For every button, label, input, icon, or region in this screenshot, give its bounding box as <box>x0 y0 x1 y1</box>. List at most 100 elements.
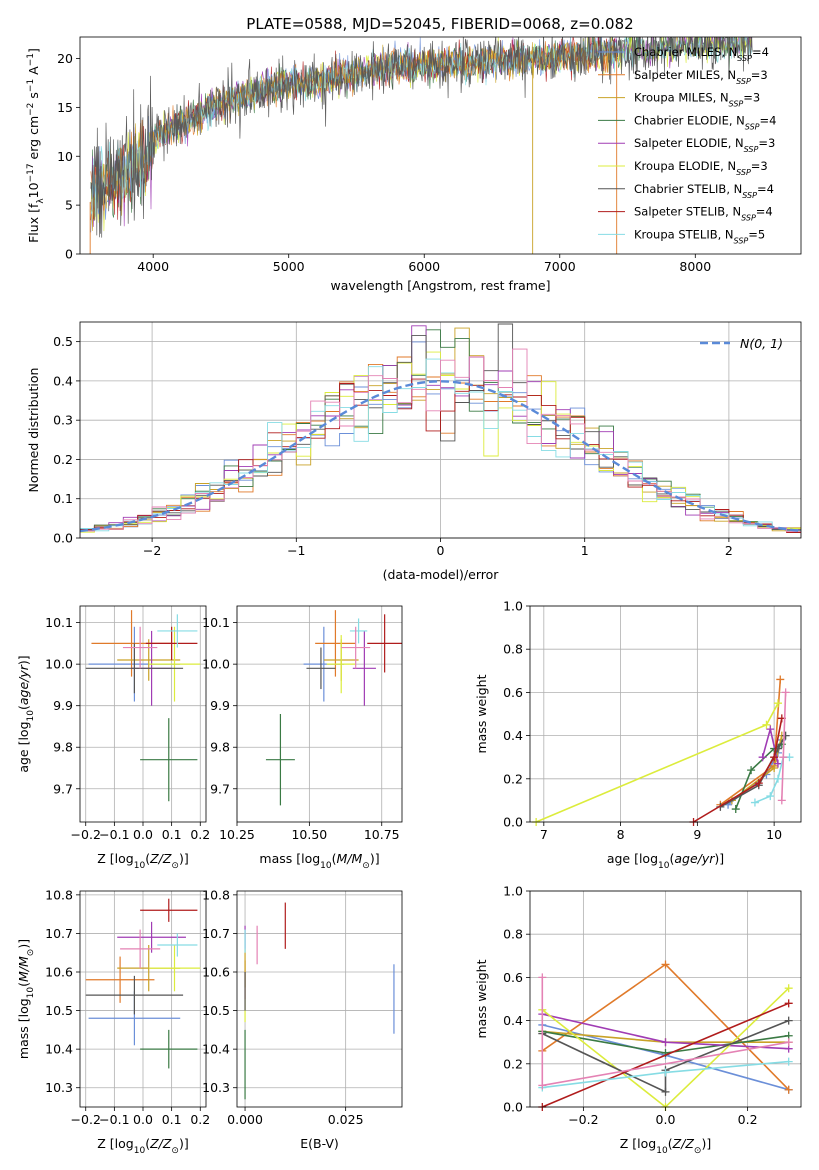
y-tick-label: 10.7 <box>202 926 230 941</box>
weight_vs_age-marker <box>747 766 756 775</box>
mass_vs_Z-ylabel-part: ( <box>16 982 31 987</box>
age_vs_Z-xlabel: Z [log10(Z/Z⊙)] <box>97 851 188 871</box>
y-tick-label: 10.0 <box>45 657 73 672</box>
weight_vs_Z-ylabel: mass weight <box>474 959 489 1038</box>
weight_vs_Z-marker <box>661 1038 670 1047</box>
y-tick-label: 15 <box>57 100 73 115</box>
mass_vs_Z-xlabel: Z [log10(Z/Z⊙)] <box>97 1136 188 1156</box>
legend-entry-rest: =3 <box>751 68 768 82</box>
legend-entry-8: Kroupa STELIB, NSSP=5 <box>634 227 765 245</box>
weight_vs_age-marker <box>773 774 782 783</box>
legend-entry-6: Chabrier STELIB, NSSP=4 <box>634 182 774 200</box>
x-tick-label: −0.1 <box>99 1112 129 1127</box>
weight_vs_age-ylabel: mass weight <box>474 674 489 753</box>
y-tick-label: 20 <box>57 51 73 66</box>
age_vs_Z-xlabel-part: ⊙ <box>171 861 179 871</box>
weight_vs_Z-xlabel-part: ⊙ <box>694 1146 702 1156</box>
y-tick-label: 10.1 <box>202 615 230 630</box>
spectrum-ylabel-part: Flux [f <box>26 203 41 243</box>
axes-frame <box>79 36 802 255</box>
weight_vs_age-marker <box>776 675 785 684</box>
weight_vs_age-marker <box>781 688 790 697</box>
age_vs_Z-ylabel-part: age/yr <box>16 664 31 705</box>
legend-entry-sub: SSP <box>736 76 751 85</box>
weight_vs_age-marker <box>731 805 740 814</box>
weight_vs_age-series-7 <box>693 718 783 823</box>
legend-entry-text: Salpeter ELODIE, N <box>634 136 744 150</box>
spectrum-ylabel-part: erg cm <box>26 116 41 164</box>
x-tick-label: 8 <box>617 827 625 842</box>
mass_vs_Z-xlabel-part: Z/Z <box>149 1136 172 1151</box>
weight_vs_Z-marker <box>784 1016 793 1025</box>
x-tick-label: −0.1 <box>99 827 129 842</box>
x-tick-label: 0.0 <box>656 1112 676 1127</box>
age_vs_mass-xlabel-part: )] <box>370 851 380 866</box>
weight_vs_Z-marker <box>661 1068 670 1077</box>
age_vs_mass-xlabel-part: ⊙ <box>362 861 370 871</box>
mass_vs_Z-ylabel-part: ⊙ <box>26 949 36 957</box>
weight_vs_age-marker <box>754 779 763 788</box>
weight_vs_age-marker <box>762 720 771 729</box>
x-tick-label: 0.1 <box>162 827 182 842</box>
y-tick-label: 10.4 <box>202 1042 230 1057</box>
x-tick-label: 0.0 <box>133 827 153 842</box>
residual-hist-9 <box>80 348 801 538</box>
legend-entry-rest: =5 <box>748 227 765 241</box>
y-tick-label: 10.4 <box>45 1042 73 1057</box>
spectrum-xlabel: wavelength [Angstrom, rest frame] <box>330 278 550 293</box>
weight_vs_Z-marker <box>784 1085 793 1094</box>
weight_vs_age-marker <box>758 753 767 762</box>
spectrum-ylabel-part: s <box>26 92 41 103</box>
mass_vs_Z-ylabel-part: 10 <box>26 987 36 999</box>
mass_vs_Z-xlabel-part: ⊙ <box>171 1146 179 1156</box>
legend-entry-text: Salpeter STELIB, N <box>634 205 741 219</box>
y-tick-label: 10.7 <box>45 926 73 941</box>
legend-entry-rest: =3 <box>743 91 760 105</box>
spectrum-ylabel-part: λ <box>36 198 46 204</box>
y-tick-label: 1.0 <box>503 884 523 899</box>
legend-entry-0: Chabrier MILES, NSSP=4 <box>634 45 769 63</box>
age_vs_mass-xlabel-part: ( <box>332 851 337 866</box>
gaussian-legend-label: N(0, 1) <box>740 336 783 351</box>
legend-entry-sub: SSP <box>745 122 760 131</box>
weight_vs_age-xlabel-part: ( <box>669 851 674 866</box>
y-tick-label: 9.8 <box>53 740 73 755</box>
weight_vs_Z-marker <box>784 1057 793 1066</box>
y-tick-label: 10.3 <box>45 1080 73 1095</box>
x-tick-label: −0.2 <box>71 1112 101 1127</box>
weight_vs_age-marker <box>770 753 779 762</box>
y-tick-label: 5 <box>65 198 73 213</box>
y-tick-label: 0.2 <box>53 452 73 467</box>
figure-title: PLATE=0588, MJD=52045, FIBERID=0068, z=0… <box>246 15 633 33</box>
weight_vs_age-marker <box>773 699 782 708</box>
age_vs_Z-ylabel-part: ( <box>16 705 31 710</box>
y-tick-label: 0 <box>65 247 73 262</box>
axes-frame <box>236 890 403 1108</box>
weight_vs_Z-marker <box>538 1081 547 1090</box>
weight_vs_Z-xlabel-part: Z [log <box>620 1136 656 1151</box>
y-tick-label: 0.4 <box>503 728 523 743</box>
legend-entry-text: Kroupa STELIB, N <box>634 227 734 241</box>
age_vs_Z-ylabel-part: )] <box>16 655 31 665</box>
x-tick-label: −0.2 <box>71 827 101 842</box>
y-tick-label: 0.4 <box>53 373 73 388</box>
weight_vs_age-xlabel: age [log10(age/yr)] <box>607 851 724 871</box>
spectrum-ylabel: Flux [fλ10−17 erg cm−2 s−1 A−1] <box>26 48 46 243</box>
weight_vs_age-xlabel-part: 10 <box>658 861 670 871</box>
y-tick-label: 10 <box>57 149 73 164</box>
y-tick-label: 9.7 <box>210 781 230 796</box>
y-tick-label: 0.0 <box>503 815 523 830</box>
residual-histograms <box>80 323 801 538</box>
y-tick-label: 10.0 <box>202 657 230 672</box>
spectrum-ylabel-part: 10 <box>26 182 41 198</box>
weight_vs_Z-marker <box>784 1038 793 1047</box>
residual-ylabel: Normed distribution <box>26 368 41 493</box>
spectrum-ylabel-part: −1 <box>26 53 36 66</box>
y-tick-label: 10.6 <box>202 965 230 980</box>
mass_vs_Z-ylabel-part: mass [log <box>16 998 31 1059</box>
legend-entry-sub: SSP <box>744 145 759 154</box>
x-tick-label: 2 <box>725 543 733 558</box>
mass-vs-ebv-panel: 0.000 0.025 10.3 10.4 10.5 10.6 10.7 10.8 E(B-V) <box>202 887 403 1151</box>
age_vs_Z-ylabel: age [log10(age/yr)] <box>16 655 36 772</box>
